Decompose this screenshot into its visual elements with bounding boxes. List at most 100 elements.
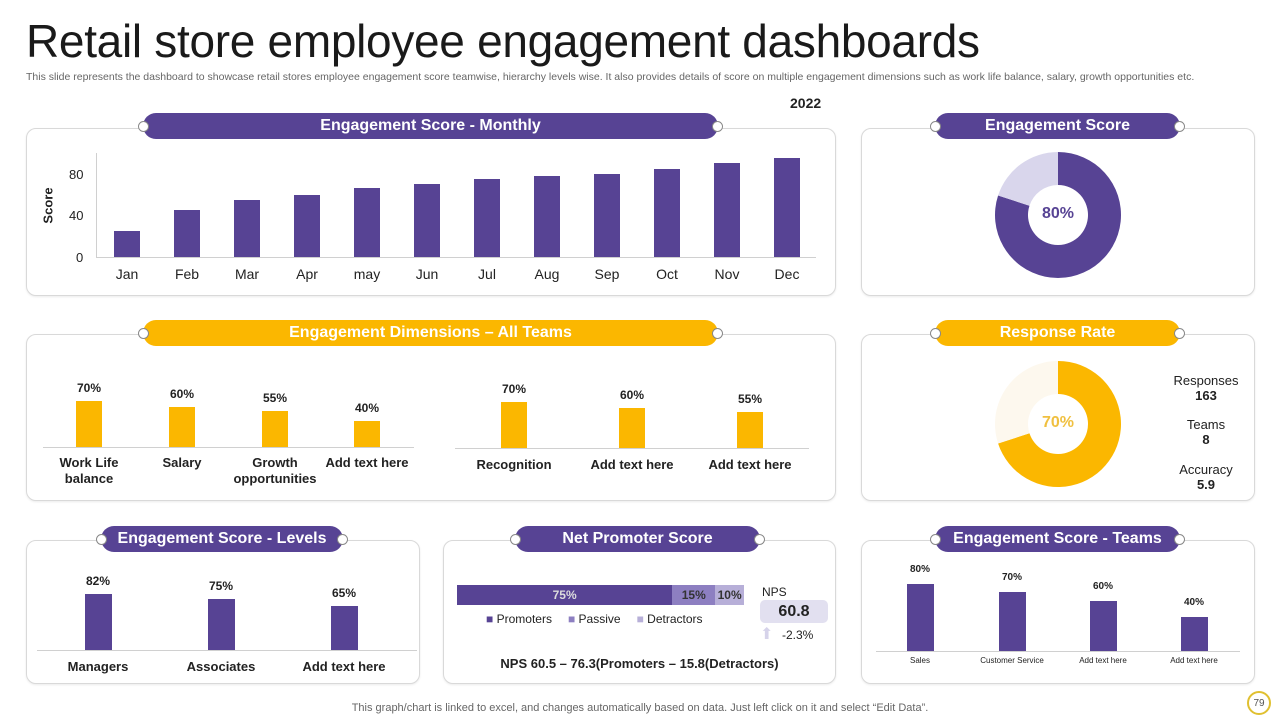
category-label: Nov <box>714 266 740 282</box>
arrow-up-icon: ⬆ <box>760 626 774 643</box>
bar <box>594 173 620 257</box>
category-label: Jun <box>415 266 439 282</box>
stat-responses: Responses 163 <box>1166 373 1246 403</box>
bar <box>330 605 358 650</box>
bar <box>354 188 380 257</box>
nps-label: NPS <box>762 585 787 599</box>
category-label: Recognition <box>476 457 552 472</box>
nps-legend: ■ Promoters ■ Passive ■ Detractors <box>486 612 703 626</box>
data-label: 80% <box>909 563 931 575</box>
data-label: 55% <box>737 391 763 406</box>
legend-passive: ■ Passive <box>567 612 621 626</box>
nps-header: Net Promoter Score <box>510 526 765 552</box>
teams-header: Engagement Score - Teams <box>930 526 1185 552</box>
bar <box>262 410 288 447</box>
category-label: Add text here <box>325 455 409 470</box>
bar <box>1089 600 1117 651</box>
bar <box>76 400 102 447</box>
data-label: 60% <box>169 387 195 402</box>
response-rate-donut <box>995 361 1121 487</box>
nps-formula: NPS 60.5 – 76.3(Promoters – 15.8(Detract… <box>500 656 779 671</box>
category-label: Sep <box>594 266 620 282</box>
dimensions-header: Engagement Dimensions – All Teams <box>138 320 723 346</box>
stat-label: Teams <box>1186 417 1226 432</box>
stat-teams: Teams 8 <box>1166 417 1246 447</box>
category-label: Aug <box>534 266 560 282</box>
nps-value-box: 60.8 <box>760 600 828 623</box>
category-label: Add text here <box>590 457 674 472</box>
data-label: 40% <box>354 400 380 415</box>
category-label: Add text here <box>708 457 792 472</box>
category-label: Salary <box>162 455 202 470</box>
bar <box>114 231 140 257</box>
engagement-score-value: 80% <box>1041 205 1075 222</box>
y-axis-label: Score <box>40 187 56 224</box>
category-label: Add text here <box>1079 656 1127 665</box>
monthly-header: Engagement Score - Monthly <box>138 113 723 139</box>
bar <box>774 158 800 257</box>
category-label: Add text here <box>1170 656 1218 665</box>
dimensions-panel <box>26 334 836 501</box>
y-tick: 80 <box>69 167 84 182</box>
stat-value: 8 <box>1202 432 1210 447</box>
stat-label: Responses <box>1173 373 1239 388</box>
legend-promoters: ■ Promoters <box>486 612 552 626</box>
response-slice <box>995 361 1058 444</box>
bar <box>714 163 740 257</box>
category-label: Dec <box>774 266 800 282</box>
data-label: 60% <box>619 388 645 403</box>
category-label: Add text here <box>302 659 386 674</box>
bar <box>619 408 645 448</box>
nps-segment-passive: 15% <box>672 585 716 605</box>
score-header: Engagement Score <box>930 113 1185 139</box>
category-label: Jul <box>478 266 496 282</box>
data-label: 60% <box>1092 580 1114 592</box>
category-label: Feb <box>174 266 200 282</box>
category-label: Oct <box>656 266 678 282</box>
bar <box>501 401 527 448</box>
stat-value: 163 <box>1195 388 1217 403</box>
nps-change: -2.3% <box>782 628 814 642</box>
x-axis-line <box>37 650 417 651</box>
bar <box>294 194 320 257</box>
bar <box>84 594 112 650</box>
stat-value: 5.9 <box>1196 477 1216 492</box>
stat-label: Accuracy <box>1179 462 1233 477</box>
engagement-score-donut <box>995 152 1121 278</box>
bar <box>1180 617 1208 651</box>
nps-segment-promoters: 75% <box>457 585 673 605</box>
bar <box>998 592 1026 651</box>
category-label: Jan <box>115 266 139 282</box>
category-label: Associates <box>186 659 256 674</box>
x-axis-line <box>96 257 816 258</box>
x-axis-line <box>876 651 1240 652</box>
data-label: 82% <box>85 574 111 589</box>
bar <box>234 199 260 257</box>
response-header: Response Rate <box>930 320 1185 346</box>
bar <box>414 184 440 257</box>
page-number: 79 <box>1247 691 1271 715</box>
footer-note: This graph/chart is linked to excel, and… <box>351 702 929 714</box>
data-label: 75% <box>208 579 234 593</box>
data-label: 70% <box>76 380 102 395</box>
engagement-slice <box>995 152 1121 278</box>
bar <box>906 583 934 651</box>
bar <box>534 175 560 257</box>
category-label: Sales <box>909 656 931 665</box>
page-title: Retail store employee engagement dashboa… <box>26 15 980 67</box>
y-tick: 40 <box>69 208 84 223</box>
bar <box>174 210 200 257</box>
bar <box>654 168 680 257</box>
category-label: Growth opportunities <box>233 455 317 486</box>
data-label: 65% <box>331 585 357 600</box>
nps-segment-detractors: 10% <box>715 585 744 605</box>
y-axis-line <box>96 153 97 257</box>
data-label: 40% <box>1183 597 1205 609</box>
data-label: 70% <box>1001 572 1023 584</box>
data-label: 70% <box>501 381 527 396</box>
legend-detractors: ■ Detractors <box>636 612 703 626</box>
stat-accuracy: Accuracy 5.9 <box>1166 462 1246 492</box>
category-label: Mar <box>234 266 260 282</box>
data-label: 55% <box>262 390 288 405</box>
engagement-slice <box>998 152 1058 206</box>
